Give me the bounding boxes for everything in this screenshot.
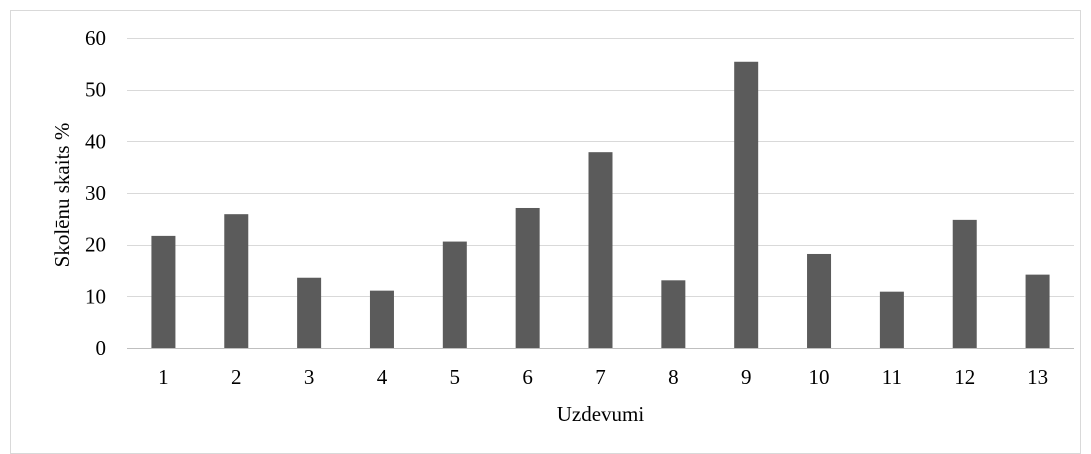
- y-tick-label: 10: [85, 284, 106, 308]
- y-tick-labels: 0 10 20 30 40 50 60: [85, 26, 106, 360]
- bar: [952, 219, 977, 348]
- bars: [151, 61, 1050, 349]
- x-tick-label: 6: [522, 365, 533, 389]
- bar: [297, 277, 322, 348]
- y-tick-label: 60: [85, 26, 106, 50]
- y-axis-title: Skolēnu skaits %: [50, 123, 74, 268]
- bar: [734, 61, 759, 349]
- bar: [588, 152, 613, 348]
- x-tick-label: 4: [377, 365, 388, 389]
- y-tick-label: 20: [85, 233, 106, 257]
- x-tick-label: 11: [882, 365, 902, 389]
- y-tick-label: 30: [85, 181, 106, 205]
- x-tick-label: 2: [231, 365, 242, 389]
- x-tick-label: 10: [809, 365, 830, 389]
- bar: [369, 290, 394, 348]
- bar: [661, 280, 686, 348]
- x-tick-label: 5: [450, 365, 461, 389]
- y-tick-label: 50: [85, 78, 106, 102]
- bar: [1025, 274, 1050, 348]
- y-tick-label: 40: [85, 129, 106, 153]
- x-tick-label: 8: [668, 365, 679, 389]
- x-tick-labels: 1 2 3 4 5 6 7 8 9 10 11 12 13: [158, 365, 1048, 389]
- chart-frame: [10, 10, 1081, 454]
- bar: [224, 214, 249, 348]
- x-tick-label: 9: [741, 365, 752, 389]
- bar: [515, 207, 540, 348]
- x-tick-label: 3: [304, 365, 315, 389]
- bar: [151, 235, 176, 348]
- x-tick-label: 1: [158, 365, 169, 389]
- bar: [442, 241, 467, 348]
- bar: [879, 291, 904, 348]
- y-tick-label: 0: [96, 336, 107, 360]
- x-tick-label: 7: [595, 365, 606, 389]
- x-tick-label: 13: [1027, 365, 1048, 389]
- x-axis-title: Uzdevumi: [557, 402, 645, 426]
- x-tick-label: 12: [954, 365, 975, 389]
- bar: [807, 253, 832, 348]
